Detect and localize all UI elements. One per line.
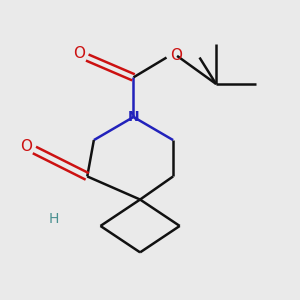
Text: O: O xyxy=(170,48,182,63)
Text: O: O xyxy=(20,139,32,154)
Text: H: H xyxy=(49,212,59,226)
Text: N: N xyxy=(128,110,139,124)
Text: O: O xyxy=(73,46,85,61)
